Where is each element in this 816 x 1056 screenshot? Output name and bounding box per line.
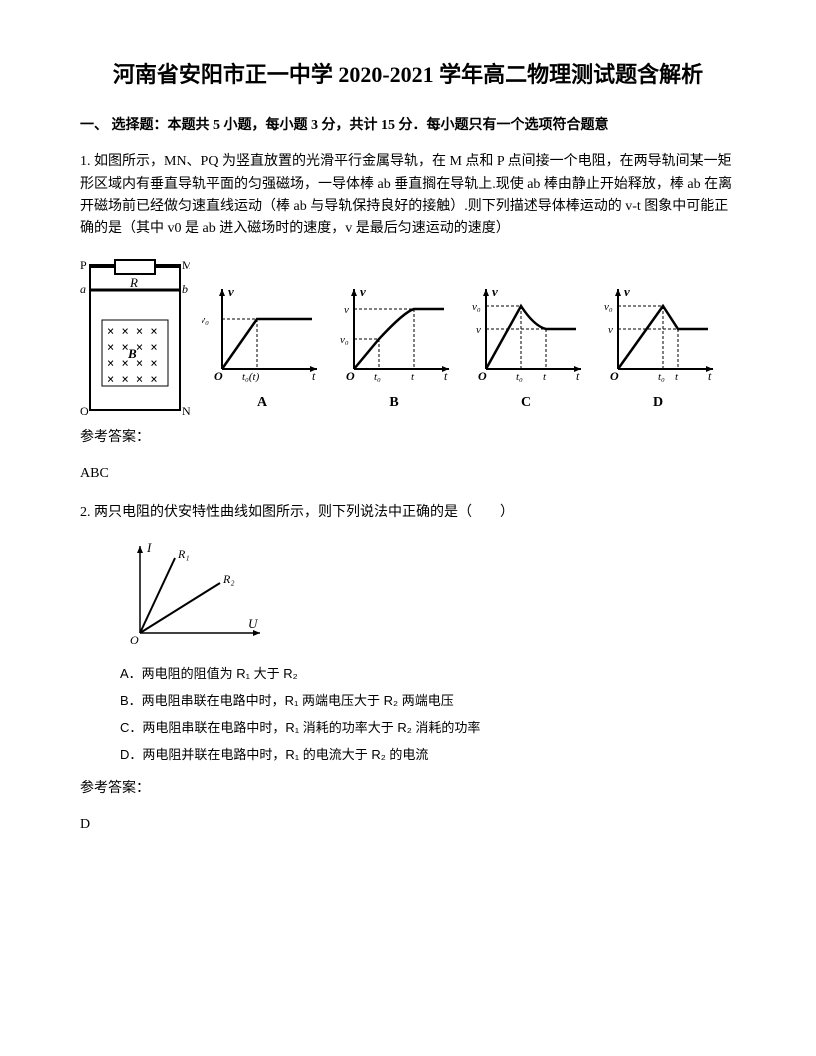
graph-d-label: D bbox=[598, 392, 718, 414]
svg-text:O: O bbox=[610, 369, 619, 383]
svg-text:v: v bbox=[344, 304, 349, 316]
graph-b-label: B bbox=[334, 392, 454, 414]
question-1: 1. 如图所示，MN、PQ 为竖直放置的光滑平行金属导轨，在 M 点和 P 点间… bbox=[80, 151, 736, 485]
q2-answer-label: 参考答案： bbox=[80, 778, 736, 800]
svg-text:v: v bbox=[624, 284, 630, 299]
svg-text:t₀(t): t₀(t) bbox=[242, 371, 260, 383]
q1-answer-label: 参考答案： bbox=[80, 427, 736, 449]
svg-text:O: O bbox=[214, 369, 223, 383]
label-q: Q bbox=[80, 404, 89, 415]
question-1-text: 1. 如图所示，MN、PQ 为竖直放置的光滑平行金属导轨，在 M 点和 P 点间… bbox=[80, 151, 736, 241]
graph-a-label: A bbox=[202, 392, 322, 414]
question-2-text: 2. 两只电阻的伏安特性曲线如图所示，则下列说法中正确的是（ ） bbox=[80, 502, 736, 524]
svg-text:t₀: t₀ bbox=[374, 371, 381, 383]
question-2: 2. 两只电阻的伏安特性曲线如图所示，则下列说法中正确的是（ ） I U O R… bbox=[80, 502, 736, 837]
iv-curve-figure: I U O R₁ R₂ bbox=[120, 538, 736, 656]
svg-text:t: t bbox=[312, 369, 316, 383]
svg-text:t: t bbox=[444, 369, 448, 383]
svg-text:I: I bbox=[146, 540, 152, 555]
svg-text:v: v bbox=[476, 324, 481, 336]
graph-a: v O t (v)v₀ t₀(t) A bbox=[202, 284, 322, 415]
question-1-figures: R P M a b Q N × × × × × × × × × × × × × … bbox=[80, 255, 736, 415]
graph-c: v O t v₀ v t₀ t C bbox=[466, 284, 586, 415]
svg-text:t: t bbox=[411, 371, 415, 383]
label-b: b bbox=[182, 282, 188, 296]
svg-text:v: v bbox=[492, 284, 498, 299]
svg-text:O: O bbox=[478, 369, 487, 383]
svg-text:t: t bbox=[708, 369, 712, 383]
section-header: 一、 选择题：本题共 5 小题，每小题 3 分，共计 15 分．每小题只有一个选… bbox=[80, 115, 736, 137]
svg-text:R₁: R₁ bbox=[177, 547, 190, 561]
svg-text:(v)v₀: (v)v₀ bbox=[202, 314, 209, 326]
svg-text:t: t bbox=[576, 369, 580, 383]
q2-answer: D bbox=[80, 814, 736, 836]
svg-text:v: v bbox=[608, 324, 613, 336]
option-c: C．两电阻串联在电路中时，R₁ 消耗的功率大于 R₂ 消耗的功率 bbox=[120, 718, 736, 739]
svg-text:O: O bbox=[130, 633, 139, 647]
svg-text:t: t bbox=[675, 371, 679, 383]
q2-options: A．两电阻的阻值为 R₁ 大于 R₂ B．两电阻串联在电路中时，R₁ 两端电压大… bbox=[120, 664, 736, 765]
svg-text:v: v bbox=[228, 284, 234, 299]
svg-text:R₂: R₂ bbox=[222, 572, 235, 586]
svg-text:O: O bbox=[346, 369, 355, 383]
svg-text:v: v bbox=[360, 284, 366, 299]
svg-text:t₀: t₀ bbox=[658, 371, 665, 383]
svg-text:U: U bbox=[248, 616, 259, 631]
graph-b: v O t v₀ v t₀ t B bbox=[334, 284, 454, 415]
option-b: B．两电阻串联在电路中时，R₁ 两端电压大于 R₂ 两端电压 bbox=[120, 691, 736, 712]
label-m: M bbox=[182, 258, 190, 272]
circuit-diagram: R P M a b Q N × × × × × × × × × × × × × … bbox=[80, 255, 190, 415]
label-p: P bbox=[80, 258, 87, 272]
svg-text:t₀: t₀ bbox=[516, 371, 523, 383]
graph-d: v O t v₀ v t₀ t D bbox=[598, 284, 718, 415]
svg-text:v₀: v₀ bbox=[604, 301, 613, 313]
label-a: a bbox=[80, 282, 86, 296]
svg-text:v₀: v₀ bbox=[472, 301, 481, 313]
svg-text:× × × ×: × × × × bbox=[107, 324, 158, 338]
label-n: N bbox=[182, 404, 190, 415]
svg-text:t: t bbox=[543, 371, 547, 383]
page-title: 河南省安阳市正一中学 2020-2021 学年高二物理测试题含解析 bbox=[80, 60, 736, 91]
svg-text:v₀: v₀ bbox=[340, 334, 349, 346]
field-b-label: B bbox=[127, 346, 137, 361]
option-a: A．两电阻的阻值为 R₁ 大于 R₂ bbox=[120, 664, 736, 685]
svg-text:× × × ×: × × × × bbox=[107, 372, 158, 386]
resistor-label: R bbox=[129, 275, 138, 290]
graph-c-label: C bbox=[466, 392, 586, 414]
q1-answer: ABC bbox=[80, 463, 736, 485]
option-d: D．两电阻并联在电路中时，R₁ 的电流大于 R₂ 的电流 bbox=[120, 745, 736, 766]
